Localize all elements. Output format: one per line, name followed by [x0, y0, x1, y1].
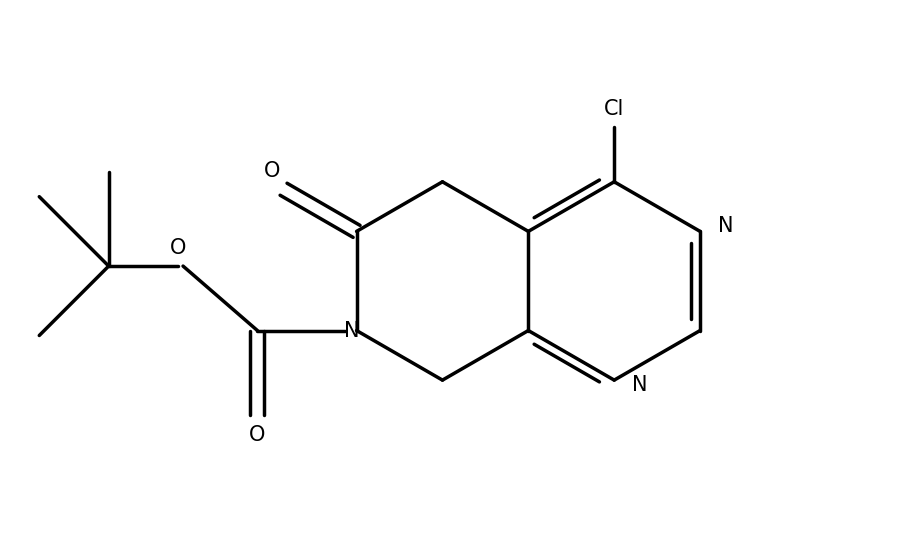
Text: N: N: [344, 321, 359, 341]
Text: N: N: [718, 216, 734, 236]
Text: O: O: [170, 238, 186, 258]
Text: O: O: [263, 161, 280, 181]
Text: O: O: [250, 424, 266, 445]
Text: N: N: [632, 375, 647, 395]
Text: Cl: Cl: [604, 99, 624, 119]
